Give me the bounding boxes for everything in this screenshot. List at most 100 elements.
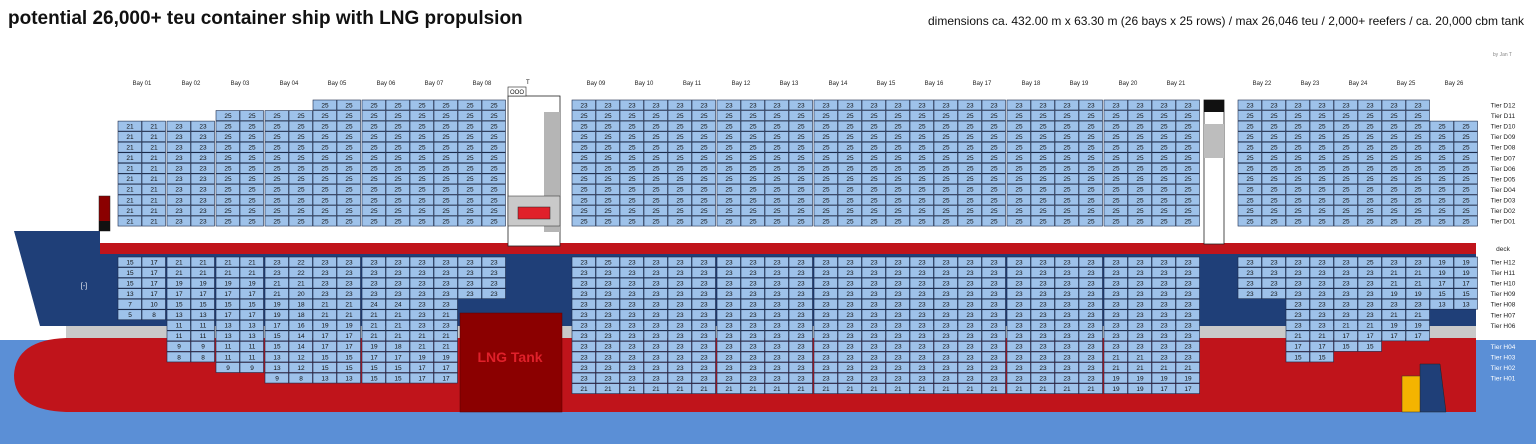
deck-cell-label: 25 [1112,145,1120,152]
deck-cell-box [595,205,620,216]
deck-cell-box [643,215,668,227]
deck-cell-label: 25 [248,113,256,120]
deck-cell-label: 25 [725,176,733,183]
deck-cell-label: 25 [1136,123,1144,130]
hold-cell-label: 23 [676,312,684,319]
hold-cell-box [409,351,434,363]
deck-cell-label: 25 [580,176,588,183]
deck-cell-label: 21 [126,187,134,194]
deck-cell-label: 25 [321,134,329,141]
hold-cell-label: 23 [490,291,498,298]
hold-cell-label: 19 [1136,375,1144,382]
deck-cell-box [571,152,596,164]
hold-cell-label: 23 [652,312,660,319]
hold-cell-box [1127,309,1152,321]
deck-cell-box [1285,173,1310,185]
hold-cell-label: 23 [490,259,498,266]
deck-cell-label: 25 [1438,197,1446,204]
deck-cell-label: 25 [990,123,998,130]
hold-cell-box [885,372,910,384]
hold-cell-box [619,330,644,342]
deck-cell-label: 25 [1342,123,1350,130]
hold-cell-box [385,288,410,299]
deck-cell-box [619,194,644,206]
deck-cell-box [571,194,596,206]
hold-cell-label: 11 [249,344,256,351]
deck-cell-label: 25 [1318,123,1326,130]
hold-cell-box [433,267,458,278]
deck-cell-label: 25 [822,155,830,162]
deck-cell-box [481,152,506,164]
hold-cell-label: 23 [628,375,636,382]
hold-cell-box [813,341,838,352]
deck-cell-box [1175,99,1200,111]
deck-cell-label: 23 [175,197,183,204]
deck-cell-label: 25 [990,208,998,215]
deck-cell-box [1078,173,1103,185]
deck-cell-label: 25 [797,197,805,204]
bay-label: Bay 20 [1119,81,1138,87]
deck-cell-box [239,152,264,164]
hold-cell-label: 23 [676,365,684,372]
deck-cell-box [1103,163,1128,174]
deck-cell-label: 25 [846,197,854,204]
hold-cell-box [571,351,596,363]
deck-cell-label: 25 [466,113,474,120]
deck-cell-label: 25 [321,102,329,109]
deck-cell-label: 25 [1294,187,1302,194]
deck-cell-label: 25 [273,113,281,120]
hold-cell-box [190,309,215,321]
hold-cell-box [1175,319,1200,331]
deck-cell-box [861,131,886,142]
hold-cell-box [1054,383,1079,394]
deck-cell-label: 25 [466,166,474,173]
hold-cell-label: 23 [725,323,733,330]
hold-cell-box [837,383,862,394]
hold-cell-box [239,351,264,363]
deck-cell-box [166,205,191,216]
hold-cell-label: 23 [418,291,426,298]
funnel [1203,99,1225,245]
deck-cell-label: 25 [1063,155,1071,162]
deck-cell-label: 25 [224,155,232,162]
deck-cell-box [1309,120,1334,132]
deck-cell-box [1261,205,1286,216]
hold-cell-box [264,256,289,268]
deck-cell-box [385,131,410,142]
hold-cell-box [239,330,264,342]
deck-cell-label: 25 [394,218,402,225]
hold-cell-box [788,267,813,278]
deck-cell-label: 25 [676,155,684,162]
hold-cell-label: 23 [1366,302,1374,309]
hold-cell-box [643,319,668,331]
hold-cell-label: 23 [676,259,684,266]
bay-label: Bay 02 [182,81,201,87]
deck-cell-label: 25 [773,187,781,194]
deck-cell-label: 25 [490,123,498,130]
deck-cell-label: 25 [297,123,305,130]
deck-cell-box [1151,131,1176,142]
deck-cell-box [215,152,240,164]
hold-cell-label: 21 [394,323,402,330]
hold-cell-label: 17 [248,312,256,319]
deck-cell-box [1285,194,1310,206]
hold-cell-label: 23 [797,323,805,330]
hold-cell-label: 15 [1294,354,1302,361]
deck-cell-label: 25 [1390,155,1398,162]
hold-cell-label: 23 [725,259,733,266]
deck-cell-label: 23 [1063,102,1071,109]
hold-cell-box [1030,383,1055,394]
deck-cell-box [288,215,313,227]
hold-cell-box [1309,256,1334,268]
hull-bow-blue [14,231,100,326]
deck-cell-box [481,173,506,185]
hold-cell-label: 23 [1294,291,1302,298]
deck-cell-box [312,152,337,164]
deck-cell-label: 25 [604,187,612,194]
deck-cell-label: 21 [126,208,134,215]
deck-cell-label: 25 [749,187,757,194]
hold-cell-label: 21 [1414,280,1422,287]
hold-cell-label: 9 [250,365,254,372]
hold-cell-box [643,256,668,268]
deck-cell-label: 25 [1414,113,1422,120]
